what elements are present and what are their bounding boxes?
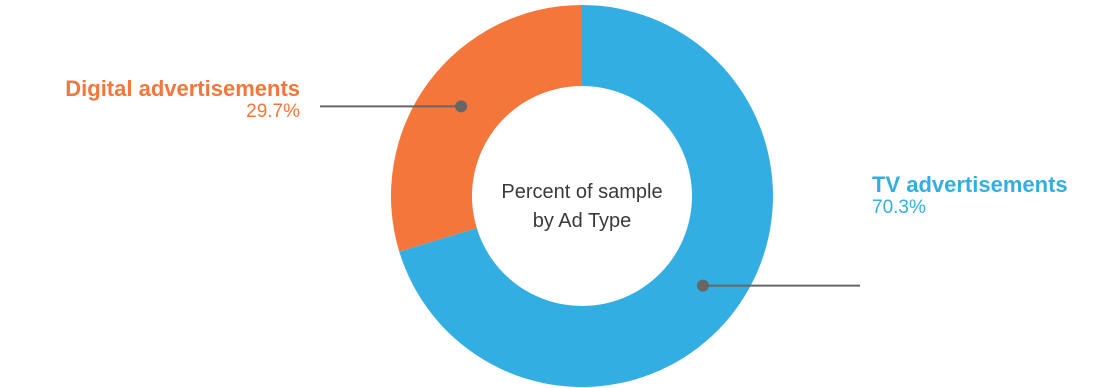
slice-label-tv-name: TV advertisements: [872, 172, 1068, 197]
slice-tv: [399, 5, 773, 387]
leader-lines: [320, 100, 860, 292]
chart-center-title-line2: by Ad Type: [532, 210, 632, 232]
slice-label-digital-name: Digital advertisements: [65, 76, 300, 101]
donut-slices: [390, 5, 773, 387]
slice-label-digital-value: 29.7%: [246, 101, 300, 123]
chart-center-title: Percent of sample by Ad Type: [484, 178, 680, 236]
slice-label-digital: Digital advertisements 29.7%: [65, 76, 300, 123]
slice-label-tv: TV advertisements 70.3%: [872, 172, 1068, 219]
leader-dot-digital: [455, 100, 468, 113]
slice-label-tv-value: 70.3%: [872, 197, 926, 219]
slice-digital: [390, 5, 582, 252]
chart-center-title-line1: Percent of sample: [501, 181, 663, 203]
leader-dot-tv: [696, 279, 709, 292]
